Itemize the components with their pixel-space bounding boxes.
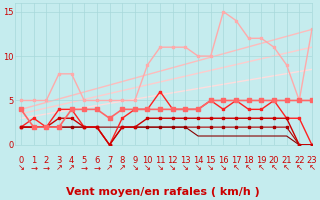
Text: ↗: ↗ <box>106 163 113 172</box>
Text: ↖: ↖ <box>308 163 316 172</box>
Text: ↘: ↘ <box>220 163 227 172</box>
Text: →: → <box>43 163 50 172</box>
Text: →: → <box>81 163 88 172</box>
Text: ↖: ↖ <box>296 163 303 172</box>
Text: ↗: ↗ <box>119 163 126 172</box>
Text: ↘: ↘ <box>169 163 176 172</box>
Text: ↘: ↘ <box>144 163 151 172</box>
Text: ↖: ↖ <box>245 163 252 172</box>
Text: ↘: ↘ <box>131 163 138 172</box>
Text: ↖: ↖ <box>233 163 239 172</box>
Text: ↘: ↘ <box>156 163 164 172</box>
Text: ↖: ↖ <box>283 163 290 172</box>
Text: ↗: ↗ <box>55 163 62 172</box>
Text: ↖: ↖ <box>270 163 277 172</box>
Text: ↘: ↘ <box>18 163 25 172</box>
Text: ↘: ↘ <box>195 163 202 172</box>
Text: ↖: ↖ <box>258 163 265 172</box>
Text: ↘: ↘ <box>182 163 189 172</box>
Text: →: → <box>30 163 37 172</box>
Text: ↗: ↗ <box>68 163 75 172</box>
X-axis label: Vent moyen/en rafales ( km/h ): Vent moyen/en rafales ( km/h ) <box>67 187 260 197</box>
Text: →: → <box>93 163 100 172</box>
Text: ↘: ↘ <box>207 163 214 172</box>
